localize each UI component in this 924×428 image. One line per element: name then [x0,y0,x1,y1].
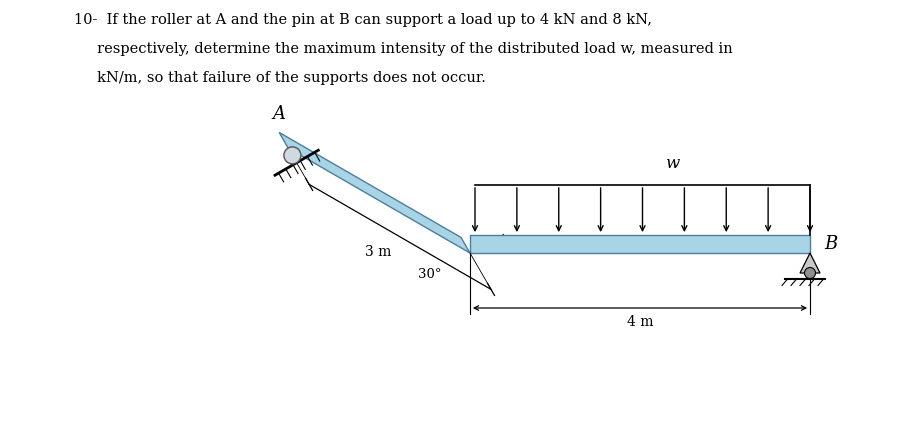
Text: 4 m: 4 m [626,315,653,329]
Text: w: w [665,155,680,172]
Polygon shape [470,235,810,253]
Polygon shape [800,253,820,273]
Polygon shape [279,132,470,253]
Text: 10-  If the roller at A and the pin at B can support a load up to 4 kN and 8 kN,: 10- If the roller at A and the pin at B … [74,13,652,27]
Text: kN/m, so that failure of the supports does not occur.: kN/m, so that failure of the supports do… [74,71,486,85]
Text: B: B [824,235,837,253]
Circle shape [805,268,816,279]
Circle shape [284,147,301,164]
Text: respectively, determine the maximum intensity of the distributed load w, measure: respectively, determine the maximum inte… [74,42,733,56]
Text: A: A [273,105,286,123]
Text: 3 m: 3 m [365,245,391,259]
Text: 30°: 30° [418,268,442,282]
